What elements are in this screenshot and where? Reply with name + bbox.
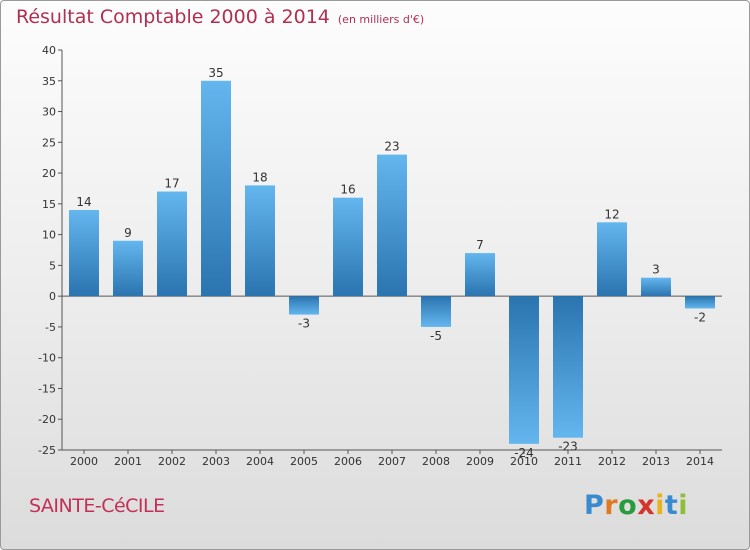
bar-2004 bbox=[245, 185, 275, 297]
y-tick-label: 5 bbox=[49, 259, 56, 272]
brand-letter: o bbox=[618, 490, 638, 521]
brand-letter: t bbox=[664, 490, 679, 521]
value-label-2008: -5 bbox=[430, 329, 442, 343]
y-tick-label: -10 bbox=[38, 352, 56, 365]
x-tick-label: 2011 bbox=[554, 455, 582, 468]
value-label-2009: 7 bbox=[476, 238, 484, 252]
bar-2011 bbox=[553, 296, 583, 438]
value-label-2011: -23 bbox=[558, 440, 578, 454]
x-tick-label: 2003 bbox=[202, 455, 230, 468]
brand-letter: x bbox=[637, 490, 656, 521]
bar-2007 bbox=[377, 154, 407, 297]
unit-label: (en milliers d'€) bbox=[337, 13, 425, 26]
x-tick-label: 2014 bbox=[686, 455, 714, 468]
title-text: Résultat Comptable 2000 à 2014 bbox=[16, 6, 330, 28]
bar-2000 bbox=[69, 210, 99, 297]
y-tick-label: -25 bbox=[38, 444, 56, 457]
bar-2005 bbox=[289, 296, 319, 315]
x-tick-label: 2007 bbox=[378, 455, 406, 468]
y-tick-label: 15 bbox=[42, 198, 56, 211]
proxiti-logo[interactable]: Proxiti bbox=[584, 490, 688, 521]
brand-letter: P bbox=[584, 490, 605, 521]
x-tick-label: 2004 bbox=[246, 455, 274, 468]
y-tick-label: 20 bbox=[42, 167, 56, 180]
value-label-2013: 3 bbox=[652, 263, 660, 277]
x-tick-label: 2012 bbox=[598, 455, 626, 468]
y-tick-label: 0 bbox=[49, 290, 56, 303]
commune-name: SAINTE-CéCILE bbox=[29, 495, 165, 517]
x-tick-label: 2005 bbox=[290, 455, 318, 468]
y-tick-label: 35 bbox=[42, 75, 56, 88]
bar-2002 bbox=[157, 191, 187, 297]
value-label-2001: 9 bbox=[124, 226, 132, 240]
bar-2009 bbox=[465, 253, 495, 297]
bar-2006 bbox=[333, 197, 363, 297]
x-tick-label: 2001 bbox=[114, 455, 142, 468]
x-tick-label: 2002 bbox=[158, 455, 186, 468]
x-tick-label: 2010 bbox=[510, 455, 538, 468]
bar-2003 bbox=[201, 80, 231, 297]
brand-letter: i bbox=[678, 490, 689, 521]
y-tick-label: -15 bbox=[38, 382, 56, 395]
y-tick-label: -5 bbox=[45, 321, 56, 334]
value-label-2005: -3 bbox=[298, 317, 310, 331]
chart-title: Résultat Comptable 2000 à 2014 (en millie… bbox=[16, 6, 424, 28]
value-label-2000: 14 bbox=[76, 195, 91, 209]
x-tick-label: 2008 bbox=[422, 455, 450, 468]
brand-letter: i bbox=[655, 490, 665, 521]
bar-2013 bbox=[641, 277, 671, 297]
y-tick-label: 30 bbox=[42, 106, 56, 119]
value-label-2014: -2 bbox=[694, 310, 706, 324]
bar-2010 bbox=[509, 296, 539, 444]
value-label-2012: 12 bbox=[604, 207, 619, 221]
value-label-2007: 23 bbox=[384, 140, 399, 154]
x-tick-label: 2009 bbox=[466, 455, 494, 468]
value-label-2010: -24 bbox=[514, 446, 534, 460]
bar-2008 bbox=[421, 296, 451, 327]
y-tick-label: 40 bbox=[42, 44, 56, 57]
x-tick-label: 2013 bbox=[642, 455, 670, 468]
x-tick-label: 2000 bbox=[70, 455, 98, 468]
y-tick-label: 25 bbox=[42, 136, 56, 149]
bar-2014 bbox=[685, 296, 715, 309]
y-tick-label: 10 bbox=[42, 229, 56, 242]
value-label-2003: 35 bbox=[208, 66, 223, 80]
value-label-2002: 17 bbox=[164, 177, 179, 191]
x-tick-label: 2006 bbox=[334, 455, 362, 468]
value-label-2004: 18 bbox=[252, 170, 267, 184]
brand-letter: r bbox=[604, 490, 619, 521]
value-label-2006: 16 bbox=[340, 183, 355, 197]
bar-2012 bbox=[597, 222, 627, 297]
y-tick-label: -20 bbox=[38, 413, 56, 426]
bar-2001 bbox=[113, 240, 143, 297]
